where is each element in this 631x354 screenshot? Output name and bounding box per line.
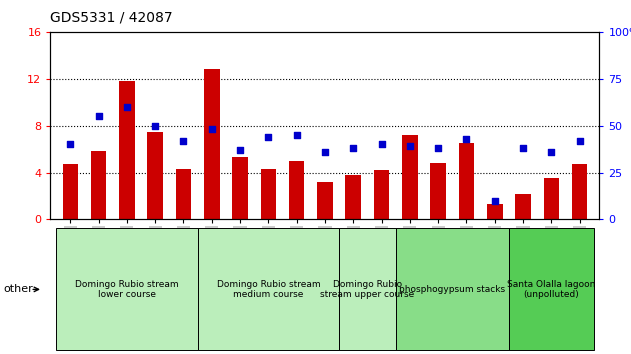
Point	[518, 145, 528, 151]
Text: Domingo Rubio
stream upper course: Domingo Rubio stream upper course	[321, 280, 415, 299]
Bar	[402, 135, 418, 219]
Point	[320, 149, 330, 155]
Point	[405, 143, 415, 149]
Point	[235, 147, 245, 153]
Point	[179, 138, 189, 143]
Point	[433, 145, 443, 151]
Bar	[91, 152, 107, 219]
Bar	[317, 182, 333, 219]
Bar	[119, 81, 134, 219]
Bar	[232, 157, 248, 219]
Bar	[148, 132, 163, 219]
Point	[207, 127, 217, 132]
Point	[150, 123, 160, 129]
Point	[461, 136, 471, 142]
Point	[546, 149, 557, 155]
Point	[377, 142, 387, 147]
Text: phosphogypsum stacks: phosphogypsum stacks	[399, 285, 505, 294]
Point	[348, 145, 358, 151]
Point	[65, 142, 75, 147]
Bar	[459, 143, 475, 219]
Text: Domingo Rubio stream
medium course: Domingo Rubio stream medium course	[216, 280, 320, 299]
Bar	[62, 164, 78, 219]
Text: GDS5331 / 42087: GDS5331 / 42087	[50, 11, 173, 25]
Point	[292, 132, 302, 138]
Bar	[261, 169, 276, 219]
Point	[490, 198, 500, 204]
Bar	[374, 170, 389, 219]
Bar	[572, 164, 587, 219]
Bar	[516, 194, 531, 219]
Point	[263, 134, 273, 140]
Bar	[346, 175, 361, 219]
Text: Domingo Rubio stream
lower course: Domingo Rubio stream lower course	[75, 280, 179, 299]
Text: Santa Olalla lagoon
(unpolluted): Santa Olalla lagoon (unpolluted)	[507, 280, 596, 299]
Point	[122, 104, 132, 110]
Point	[575, 138, 585, 143]
Bar	[175, 169, 191, 219]
Text: other: other	[3, 284, 33, 295]
Point	[93, 113, 103, 119]
Bar	[204, 69, 220, 219]
Bar	[487, 204, 502, 219]
Bar	[430, 163, 446, 219]
Bar	[289, 161, 304, 219]
Bar	[543, 178, 559, 219]
